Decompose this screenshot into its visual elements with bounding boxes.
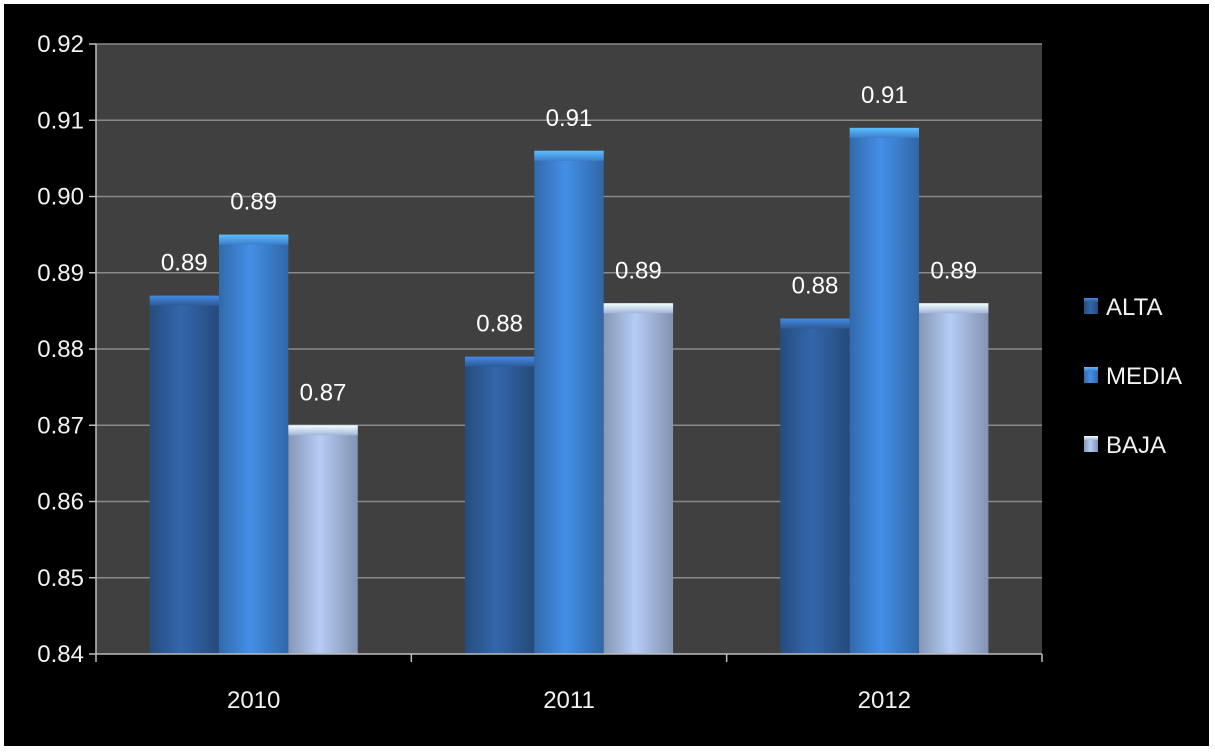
y-tick-label: 0.91 [37, 107, 84, 134]
bar-alta-2011 [464, 356, 535, 654]
data-label: 0.89 [230, 189, 277, 216]
y-tick-label: 0.89 [37, 260, 84, 287]
data-label: 0.89 [615, 257, 662, 284]
data-label: 0.88 [792, 273, 839, 300]
legend-swatch-highlight [1084, 298, 1098, 302]
bar-highlight [534, 150, 604, 161]
x-category-label: 2012 [858, 687, 911, 714]
bar-baja-2011 [603, 303, 674, 654]
bar-baja-2010 [288, 425, 358, 654]
bar-highlight [603, 303, 674, 314]
legend-label-alta: ALTA [1106, 294, 1162, 321]
data-label: 0.89 [930, 257, 977, 284]
y-tick-label: 0.86 [37, 489, 84, 516]
bar-highlight [464, 356, 535, 367]
bar-highlight [919, 303, 989, 314]
x-category-label: 2011 [543, 687, 595, 714]
y-tick-label: 0.85 [37, 565, 84, 592]
bar-alta-2012 [780, 318, 850, 654]
legend-label-media: MEDIA [1106, 363, 1182, 390]
bar-highlight [780, 318, 850, 329]
data-labels: 0.89 0.89 0.87 0.88 0.91 0.89 0.88 0.91 0.89 [161, 82, 977, 406]
y-tick-label: 0.88 [37, 336, 84, 363]
bar-chart: 0.84 0.85 0.86 0.87 0.88 0.89 0.90 0.91 0.92 2010… [37, 31, 1182, 714]
y-tick-label: 0.92 [37, 31, 84, 58]
legend: ALTA MEDIA BAJA [1084, 294, 1182, 459]
bar-highlight [218, 234, 289, 245]
y-tick-label: 0.84 [37, 641, 84, 668]
chart-frame: 0.84 0.85 0.86 0.87 0.88 0.89 0.90 0.91 0.92 2010… [4, 4, 1209, 746]
bar-alta-2010 [149, 295, 219, 654]
legend-swatch-highlight [1084, 367, 1098, 371]
legend-label-baja: BAJA [1106, 432, 1166, 459]
y-tick-label: 0.87 [37, 412, 84, 439]
y-tick-label: 0.90 [37, 184, 84, 211]
bar-highlight [288, 425, 358, 436]
legend-swatch-highlight [1084, 436, 1098, 440]
data-label: 0.88 [476, 311, 523, 338]
data-label: 0.91 [546, 105, 593, 132]
bar-media-2010 [218, 234, 289, 654]
bar-highlight [849, 127, 920, 138]
axes: 0.84 0.85 0.86 0.87 0.88 0.89 0.90 0.91 0.92 2010… [37, 31, 1043, 714]
bar-baja-2012 [919, 303, 989, 654]
bars [149, 127, 989, 654]
data-label: 0.91 [861, 82, 908, 109]
bar-highlight [149, 295, 219, 306]
bar-media-2012 [849, 127, 920, 654]
data-label: 0.87 [300, 379, 347, 406]
bar-media-2011 [534, 150, 604, 654]
data-label: 0.89 [161, 250, 208, 277]
x-category-label: 2010 [227, 687, 280, 714]
